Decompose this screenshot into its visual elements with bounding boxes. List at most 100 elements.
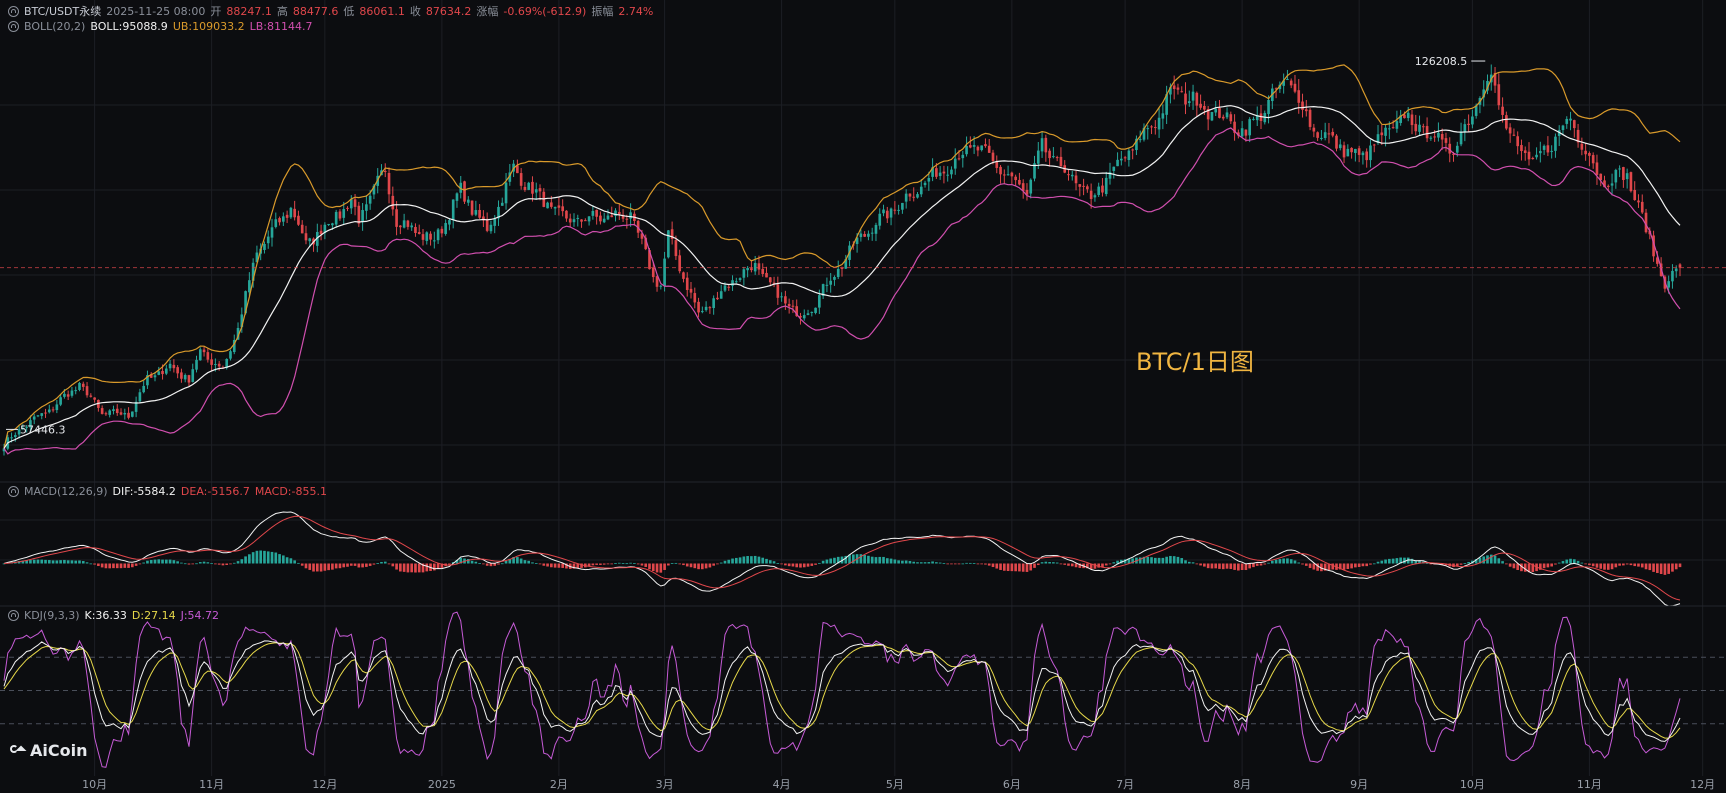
candle-body — [372, 185, 376, 195]
candle-body — [867, 233, 870, 237]
kdj-j-line — [3, 611, 1681, 768]
candle-body — [1138, 139, 1142, 141]
macd-histogram-bar — [901, 560, 904, 564]
candle-body — [448, 220, 451, 225]
macd-name[interactable]: MACD(12,26,9) — [24, 485, 108, 498]
candle-body — [621, 214, 625, 219]
boll-name[interactable]: BOLL(20,2) — [24, 20, 86, 33]
macd-histogram-bar — [1021, 563, 1025, 572]
alert-bell-icon[interactable] — [8, 5, 19, 17]
macd-histogram-bar — [183, 563, 187, 565]
macd-histogram-bar — [1101, 563, 1104, 568]
candle-body — [1221, 116, 1225, 119]
macd-histogram-bar — [104, 563, 108, 569]
macd-histogram-bar — [617, 562, 621, 564]
candle-body — [806, 313, 810, 315]
candle-body — [1059, 156, 1063, 167]
kdj-k-value: K:36.33 — [84, 609, 127, 622]
macd-histogram-bar — [1467, 561, 1470, 564]
macd-histogram-bar — [214, 563, 217, 565]
candle-body — [1493, 72, 1497, 86]
candle-body — [1078, 184, 1082, 187]
macd-histogram-bar — [21, 560, 25, 564]
macd-histogram-bar — [1327, 563, 1331, 571]
macd-histogram-bar — [580, 563, 583, 568]
macd-histogram-bar — [1459, 563, 1463, 565]
macd-histogram-bar — [534, 563, 538, 564]
symbol-name[interactable]: BTC/USDT永续 — [24, 5, 102, 18]
candle-body — [1667, 281, 1670, 288]
macd-histogram-bar — [969, 562, 972, 564]
macd-histogram-bar — [127, 563, 130, 568]
macd-histogram-bar — [712, 563, 715, 566]
macd-histogram-bar — [1463, 562, 1467, 564]
candle-body — [1421, 126, 1425, 128]
macd-histogram-bar — [776, 563, 780, 564]
macd-histogram-bar — [557, 563, 561, 568]
candle-body — [950, 169, 953, 175]
candle-body — [210, 359, 213, 365]
candle-body — [229, 351, 232, 359]
candle-body — [1580, 143, 1584, 150]
macd-histogram-bar — [455, 559, 459, 564]
macd-histogram-bar — [1554, 563, 1557, 565]
candle-body — [263, 244, 266, 250]
candle-body — [25, 426, 28, 428]
candle-body — [202, 349, 206, 353]
macd-histogram-bar — [1425, 563, 1429, 564]
macd-histogram-bar — [206, 562, 210, 564]
candle-body — [485, 218, 489, 231]
macd-histogram-bar — [893, 559, 897, 564]
candle-body — [1157, 117, 1161, 130]
candle-body — [746, 267, 749, 271]
candle-body — [1463, 124, 1467, 133]
macd-histogram-bar — [425, 563, 429, 572]
macd-histogram-bar — [1301, 563, 1304, 565]
macd-histogram-bar — [1282, 558, 1285, 564]
macd-histogram-bar — [500, 563, 504, 565]
macd-histogram-bar — [1165, 556, 1168, 564]
macd-histogram-bar — [561, 563, 564, 568]
candle-body — [323, 224, 327, 234]
macd-histogram-bar — [753, 555, 757, 564]
candle-body — [836, 268, 840, 277]
macd-histogram-bar — [1365, 563, 1369, 567]
candle-body — [1187, 101, 1191, 104]
macd-histogram-bar — [1225, 563, 1229, 569]
candle-body — [942, 171, 946, 174]
macd-alert-icon[interactable] — [8, 486, 19, 497]
macd-histogram-bar — [1633, 563, 1637, 567]
candle-body — [1240, 128, 1244, 137]
boll-alert-icon[interactable] — [8, 21, 19, 32]
candle-body — [51, 409, 55, 411]
candle-body — [648, 250, 651, 270]
macd-histogram-bar — [885, 558, 889, 564]
candle-body — [146, 375, 149, 386]
candle-body — [1471, 116, 1474, 125]
macd-histogram-bar — [146, 560, 149, 564]
kdj-alert-icon[interactable] — [8, 610, 19, 621]
candle-body — [1388, 128, 1391, 130]
candle-body — [651, 267, 655, 278]
candle-body — [365, 204, 368, 211]
macd-histogram-bar — [1629, 563, 1633, 566]
macd-histogram-bar — [74, 560, 78, 564]
macd-histogram-bar — [210, 563, 213, 565]
macd-histogram-bar — [1523, 563, 1527, 572]
candle-body — [1036, 150, 1040, 164]
candle-body — [550, 202, 553, 207]
x-tick-label: 2025 — [428, 778, 456, 791]
macd-histogram-bar — [546, 563, 549, 567]
candle-body — [953, 158, 957, 169]
macd-histogram-bar — [1652, 563, 1655, 572]
macd-histogram-bar — [391, 563, 395, 567]
candle-body — [1237, 132, 1240, 136]
candle-body — [667, 230, 670, 258]
candle-body — [338, 211, 342, 219]
candle-body — [40, 413, 44, 416]
candle-body — [236, 327, 240, 340]
candle-body — [1135, 138, 1138, 151]
kdj-name[interactable]: KDJ(9,3,3) — [24, 609, 80, 622]
macd-histogram-bar — [417, 563, 421, 573]
